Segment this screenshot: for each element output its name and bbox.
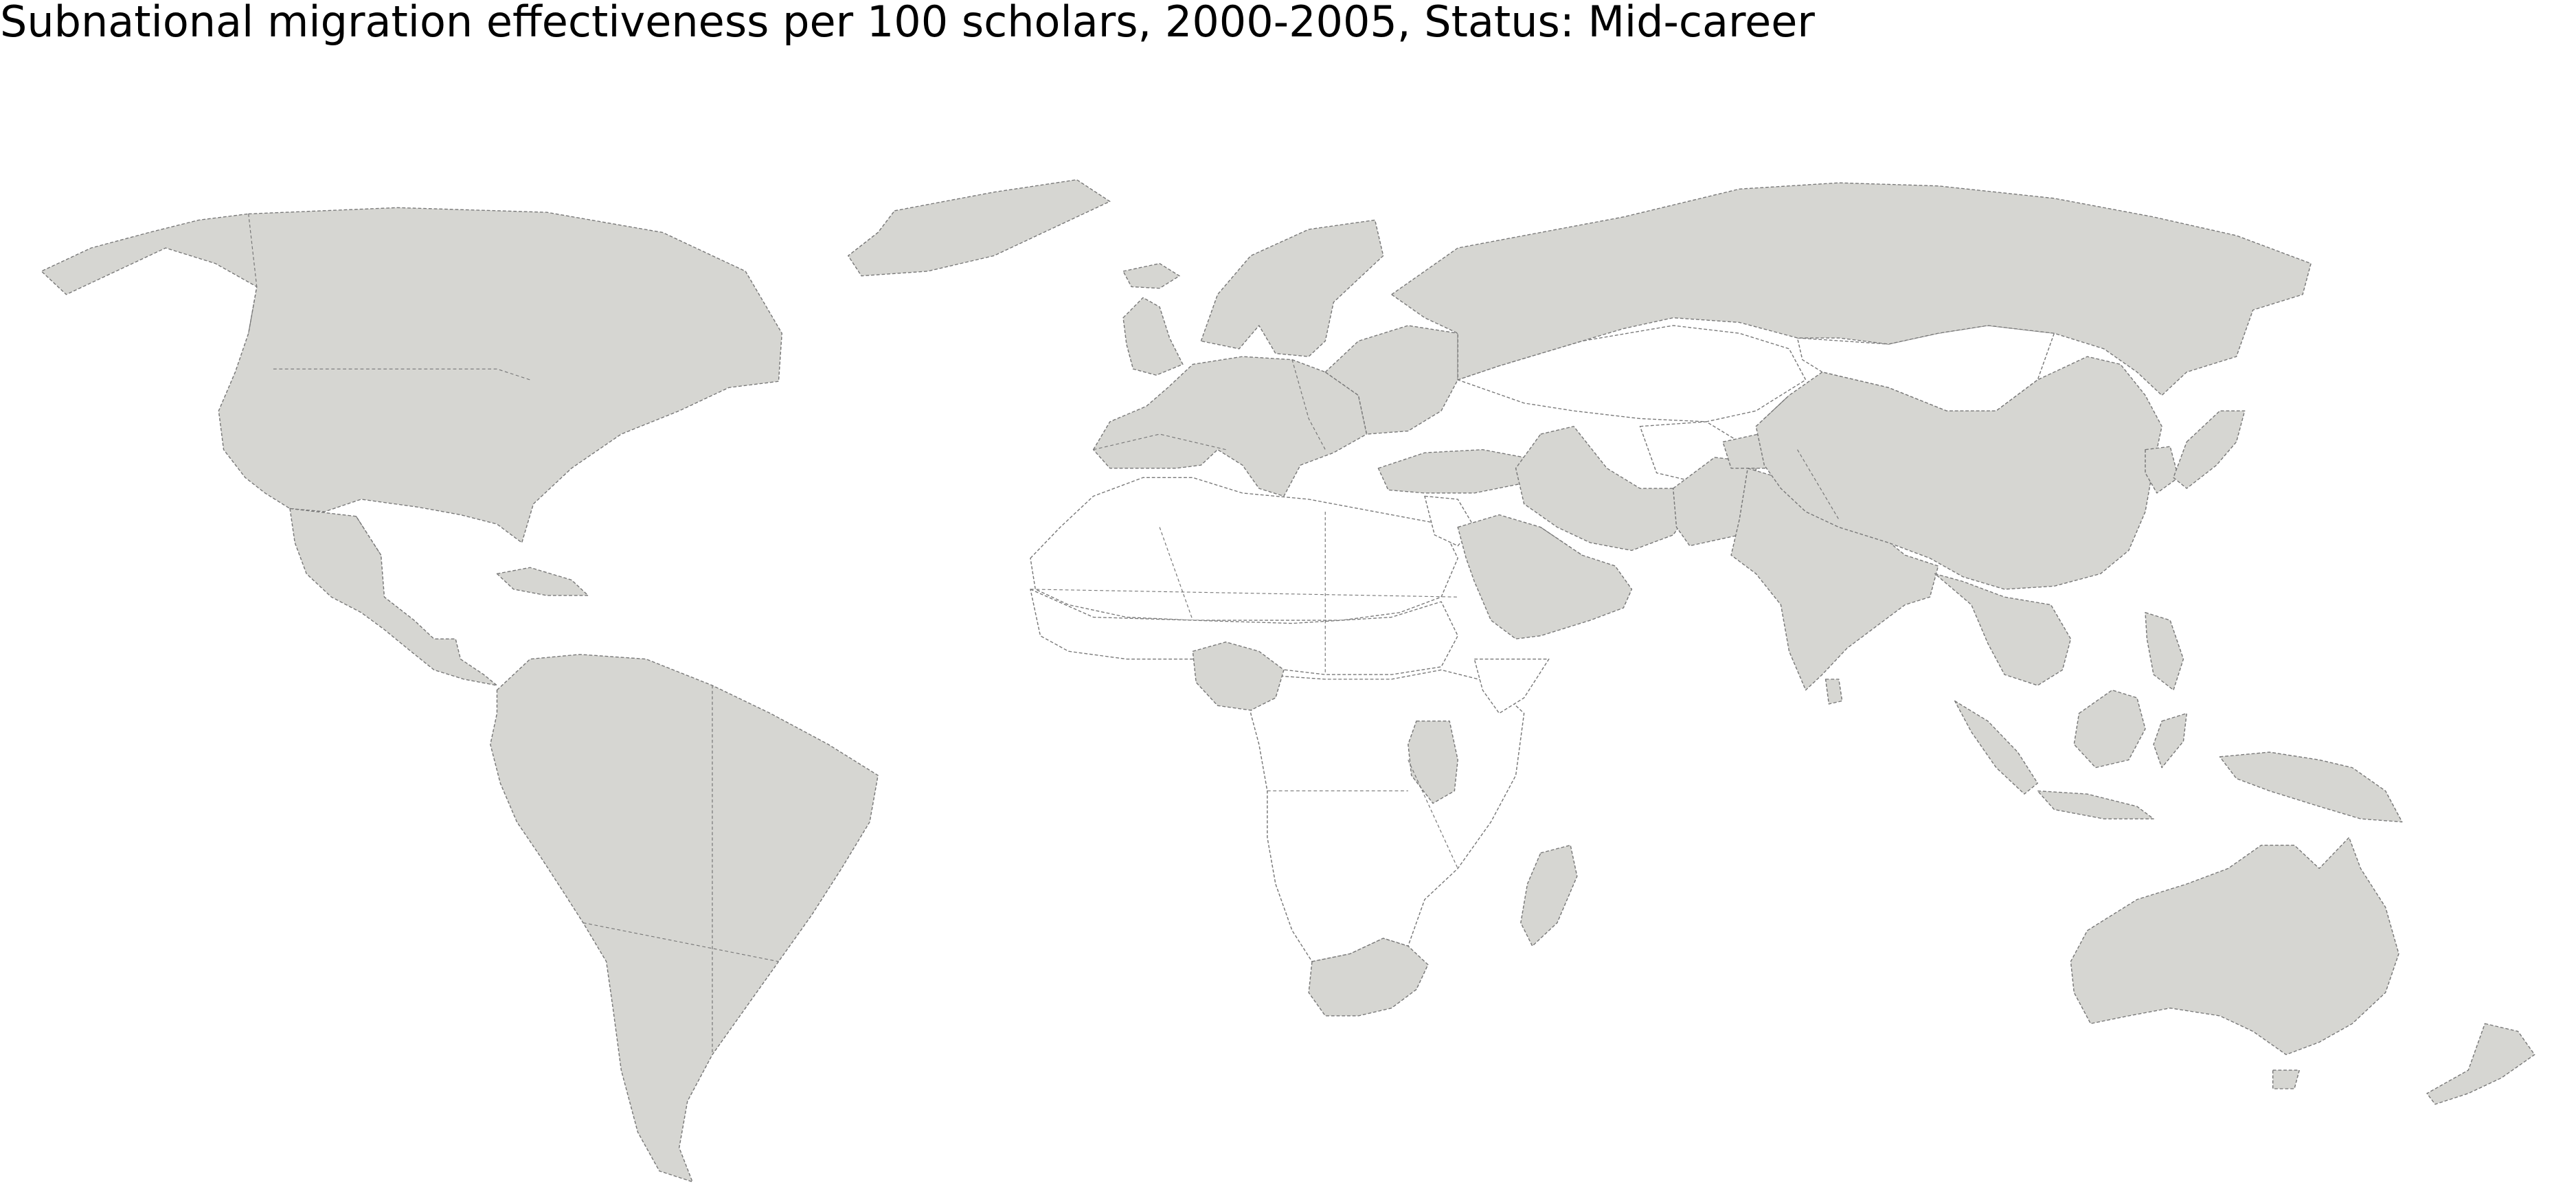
region-southern-africa [1308, 938, 1429, 1017]
country-border [1159, 527, 1193, 621]
region-north-america [41, 207, 782, 543]
region-caribbean [496, 567, 589, 596]
region-china [1755, 356, 2162, 590]
country-border [1755, 395, 1789, 427]
region-tasmania [2272, 1069, 2300, 1089]
region-korea [2145, 446, 2179, 494]
region-british-isles [1122, 297, 1184, 376]
region-japan [2173, 410, 2246, 489]
region-australia [2070, 837, 2399, 1056]
region-iran [1515, 426, 1691, 552]
region-kazakhstan [1457, 325, 1807, 422]
region-philippines [2145, 612, 2184, 691]
region-madagascar [1520, 844, 1578, 947]
region-scandinavia [1200, 219, 1384, 357]
region-central-america [289, 508, 498, 686]
region-central-africa [1250, 669, 1525, 962]
region-anatolia [1377, 449, 1525, 494]
region-west-africa [1192, 642, 1285, 711]
region-iceland [1122, 262, 1180, 289]
region-east-africa [1408, 721, 1458, 804]
country-border [1797, 449, 1840, 520]
country-border [273, 368, 530, 381]
region-southeast-asia [1934, 573, 2072, 686]
country-border [1540, 527, 1583, 556]
land-layer [41, 179, 2535, 1183]
country-border [583, 922, 779, 962]
region-sahel [1030, 589, 1458, 675]
region-pakistan [1672, 457, 1756, 547]
region-horn-of-africa [1473, 658, 1550, 714]
country-border [1291, 359, 1326, 450]
region-sumatra [1954, 700, 2038, 795]
map-title: Subnational migration effectiveness per … [0, 0, 1815, 47]
region-western-europe [1092, 356, 1368, 497]
region-mongolia [1796, 325, 2055, 411]
country-border [355, 516, 382, 556]
world-map [41, 179, 2535, 1183]
region-russia [1391, 182, 2312, 396]
region-south-america [490, 654, 879, 1183]
region-borneo [2073, 690, 2146, 769]
region-new-guinea [2219, 751, 2403, 823]
region-java [2037, 790, 2154, 819]
region-new-zealand [2426, 1023, 2535, 1105]
region-north-africa [1030, 477, 1458, 621]
country-border [1030, 589, 1458, 598]
region-eastern-europe [1324, 325, 1458, 435]
border-layer [248, 214, 1840, 1055]
region-sri-lanka [1824, 679, 1843, 705]
region-sulawesi [2153, 712, 2188, 769]
country-border [248, 214, 258, 334]
country-border [1408, 760, 1458, 869]
region-greenland [848, 179, 1111, 277]
